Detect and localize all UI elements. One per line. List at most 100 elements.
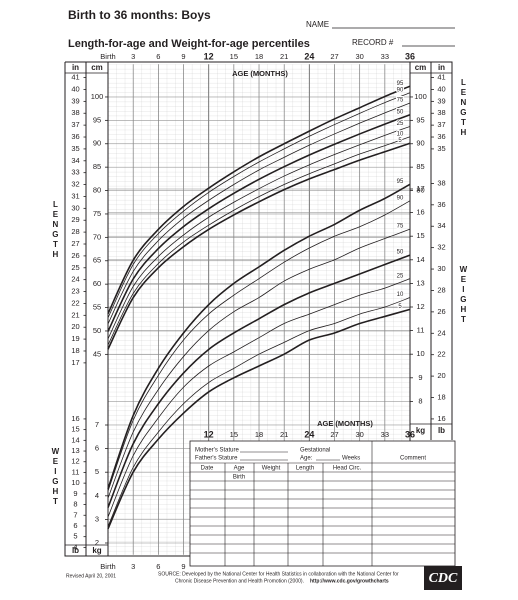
- title: Birth to 36 months: Boys: [68, 8, 211, 22]
- y2-tick-label: 19: [71, 334, 79, 343]
- y-tick-label: 3: [95, 514, 99, 523]
- percentile-curve: [107, 92, 411, 319]
- y2-tick-label: 29: [71, 215, 79, 224]
- y2-tick-label: 12: [71, 457, 79, 466]
- y-tick-label: 5: [95, 467, 99, 476]
- y-tick-label: 4: [95, 491, 99, 500]
- form-label: Father's Stature: [195, 456, 238, 462]
- curve-label: 90: [397, 195, 404, 201]
- y2-tick-label: 28: [71, 227, 79, 236]
- y-tick-label: 10: [416, 349, 424, 358]
- y-axis-title: WEIGHT: [459, 265, 468, 325]
- row-label: Birth: [233, 475, 245, 481]
- percentile-curve: [107, 308, 411, 530]
- y2-tick-label: 24: [437, 328, 445, 337]
- curve-label: 50: [397, 109, 404, 115]
- curve-label: 95: [397, 81, 404, 87]
- y2-tick-label: 20: [437, 371, 445, 380]
- y-tick-label: 80: [93, 186, 101, 195]
- y-tick-label: 65: [93, 256, 101, 265]
- y2-tick-label: 11: [72, 467, 80, 476]
- y2-tick-label: 25: [71, 263, 79, 272]
- x-tick-label: 30: [355, 52, 363, 61]
- y-tick-label: 100: [414, 92, 427, 101]
- y2-tick-label: 41: [71, 73, 79, 82]
- y2-tick-label: 13: [71, 446, 79, 455]
- y2-tick-label: 28: [437, 285, 445, 294]
- column-header: Date: [201, 466, 214, 472]
- curve-label: 75: [397, 98, 404, 104]
- curve-label: 10: [397, 292, 404, 298]
- form-label: Comment: [400, 456, 426, 462]
- unit-label: cm: [415, 63, 427, 72]
- form-label: Mother's Stature: [195, 448, 239, 454]
- form-label: Gestational: [300, 448, 330, 454]
- x-tick-label: 24: [304, 51, 314, 61]
- y2-tick-label: 32: [71, 180, 79, 189]
- y-tick-label: 15: [416, 231, 424, 240]
- curve-label: 75: [397, 224, 404, 230]
- y2-tick-label: 39: [71, 96, 79, 105]
- column-header: Age: [234, 466, 245, 472]
- y2-tick-label: 24: [71, 275, 79, 284]
- y2-tick-label: 38: [71, 108, 79, 117]
- x-tick-label: 3: [131, 562, 135, 571]
- name-label: NAME: [306, 20, 329, 29]
- unit-label: cm: [91, 63, 103, 72]
- y2-tick-label: 36: [437, 200, 445, 209]
- y-tick-label: 70: [93, 232, 101, 241]
- x-tick-label: Birth: [100, 52, 115, 61]
- form-label: Age:: [300, 456, 313, 462]
- x-tick-label: 18: [255, 52, 263, 61]
- y2-tick-label: 34: [437, 221, 445, 230]
- y2-tick-label: 37: [71, 120, 79, 129]
- y-tick-label: 9: [418, 373, 422, 382]
- y-tick-label: 95: [93, 115, 101, 124]
- y2-tick-label: 33: [71, 168, 79, 177]
- x-tick-label: Birth: [100, 562, 115, 571]
- y-tick-label: 16: [416, 208, 424, 217]
- y2-tick-label: 23: [71, 287, 79, 296]
- x-tick-label: 27: [330, 430, 338, 439]
- unit-label: lb: [438, 426, 445, 435]
- percentile-curve: [107, 254, 411, 508]
- y2-tick-label: 18: [437, 392, 445, 401]
- y2-tick-label: 6: [73, 521, 77, 530]
- x-tick-label: 30: [355, 430, 363, 439]
- y-tick-label: 50: [93, 326, 101, 335]
- y-tick-label: 75: [93, 209, 101, 218]
- y-tick-label: 90: [93, 139, 101, 148]
- source-url: http://www.cdc.gov/growthcharts: [310, 578, 389, 584]
- y2-tick-label: 21: [71, 310, 79, 319]
- x-tick-label: 3: [131, 52, 135, 61]
- column-header: Weight: [262, 466, 281, 472]
- y2-tick-label: 26: [437, 307, 445, 316]
- y2-tick-label: 36: [437, 132, 445, 141]
- percentile-curve: [107, 126, 411, 340]
- y2-tick-label: 35: [437, 144, 445, 153]
- percentile-curve: [107, 136, 411, 346]
- curve-label: 5: [398, 304, 402, 310]
- x-tick-label: 9: [181, 562, 185, 571]
- y-tick-label: 6: [95, 444, 99, 453]
- unit-label: kg: [416, 426, 425, 435]
- y-axis-title: LENGTH: [459, 78, 468, 138]
- x-tick-label: 21: [280, 52, 288, 61]
- y2-tick-label: 4: [73, 542, 77, 551]
- x-axis-title: AGE (MONTHS): [232, 69, 288, 78]
- y2-tick-label: 7: [73, 510, 77, 519]
- percentile-curve: [107, 102, 411, 325]
- curve-label: 25: [397, 121, 404, 127]
- y2-tick-label: 22: [437, 350, 445, 359]
- y2-tick-label: 30: [71, 203, 79, 212]
- y-axis-title: WEIGHT: [51, 447, 60, 507]
- y2-tick-label: 26: [71, 251, 79, 260]
- y-tick-label: 85: [93, 162, 101, 171]
- y-tick-label: 45: [93, 349, 101, 358]
- y2-tick-label: 5: [73, 532, 77, 541]
- y-tick-label: 100: [91, 92, 104, 101]
- y2-tick-label: 40: [71, 84, 79, 93]
- y2-tick-label: 36: [71, 132, 79, 141]
